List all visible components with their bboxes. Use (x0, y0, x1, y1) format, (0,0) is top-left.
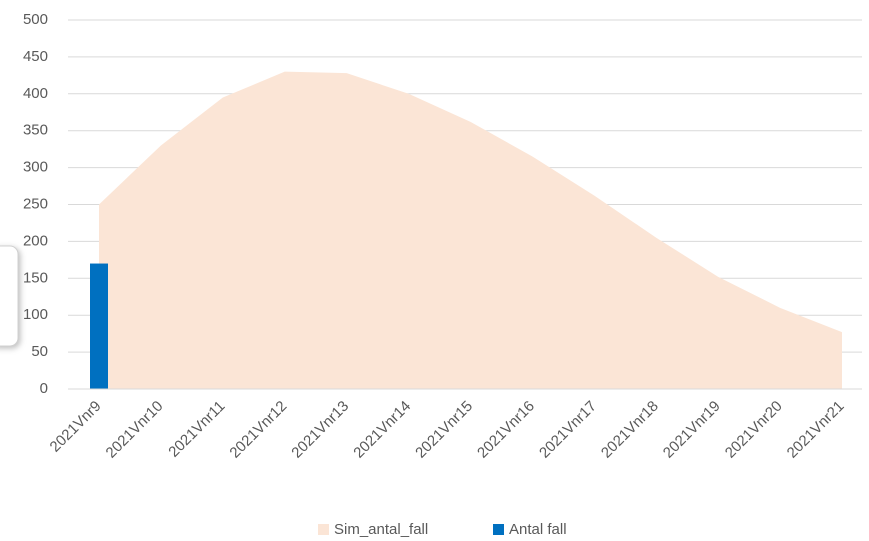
x-tick-label: 2021Vnr13 (288, 398, 352, 462)
y-tick-label: 500 (23, 11, 48, 28)
x-tick-label: 2021Vnr20 (722, 398, 786, 462)
x-tick-label: 2021Vnr21 (784, 398, 848, 462)
legend-label: Sim_antal_fall (334, 521, 428, 538)
x-tick-label: 2021Vnr14 (350, 398, 414, 462)
legend-swatch (493, 524, 504, 535)
x-tick-label: 2021Vnr10 (103, 398, 167, 462)
y-tick-label: 250 (23, 195, 48, 212)
area (99, 71, 842, 389)
y-tick-label: 400 (23, 85, 48, 102)
x-tick-label: 2021Vnr16 (474, 398, 538, 462)
x-tick-label: 2021Vnr15 (412, 398, 476, 462)
marks (90, 71, 842, 389)
y-tick-label: 100 (23, 306, 48, 323)
x-tick-label: 2021Vnr18 (598, 398, 662, 462)
x-tick-label: 2021Vnr17 (536, 398, 600, 462)
legend-swatch (318, 524, 329, 535)
x-tick-label: 2021Vnr9 (47, 398, 105, 456)
y-tick-label: 200 (23, 232, 48, 249)
y-tick-label: 350 (23, 122, 48, 139)
y-tick-label: 0 (40, 380, 48, 397)
x-tick-label: 2021Vnr19 (660, 398, 724, 462)
y-tick-label: 300 (23, 159, 48, 176)
y-tick-label: 150 (23, 269, 48, 286)
x-tick-label: 2021Vnr11 (165, 398, 228, 461)
y-tick-label: 450 (23, 48, 48, 65)
y-tick-label: 50 (31, 343, 48, 360)
callout-box (0, 245, 19, 347)
x-tick-label: 2021Vnr12 (226, 398, 290, 462)
legend-label: Antal fall (509, 521, 567, 538)
bar (90, 263, 108, 389)
